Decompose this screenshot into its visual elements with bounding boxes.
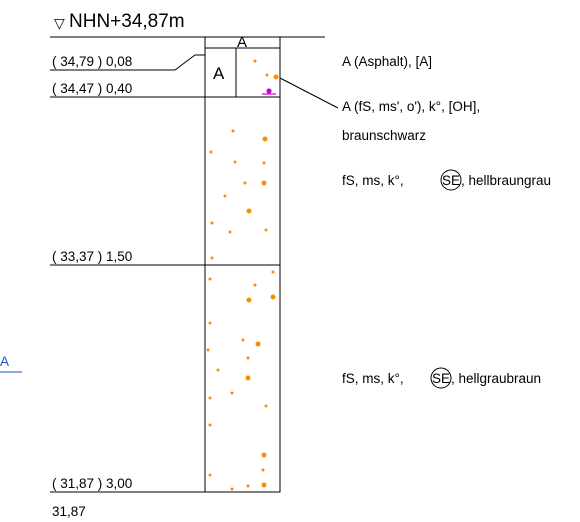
sand-dot: [246, 297, 252, 303]
sand-dot: [253, 283, 257, 287]
top-elevation: NHN+34,87m: [69, 11, 185, 32]
sand-dot: [270, 294, 276, 300]
sand-dot: [273, 74, 279, 80]
sand-dot: [233, 160, 237, 164]
desc-sand2-circle: SE: [432, 371, 451, 386]
sand-dot: [209, 150, 213, 154]
sand-dot: [262, 161, 266, 165]
sand-dot: [208, 473, 212, 477]
depth-label-4: ( 31,87 ) 3,00: [52, 476, 133, 491]
asphalt-symbol-top: A: [237, 34, 248, 51]
sand-dot: [253, 59, 257, 63]
sand-dot: [208, 396, 212, 400]
desc-fill-line1: A (fS, ms', o'), k°, [OH],: [342, 99, 481, 114]
sand-dot: [271, 270, 275, 274]
side-marker-link[interactable]: A: [0, 354, 10, 369]
desc-sand1-circle: SE: [442, 173, 461, 188]
sand-dot: [210, 256, 214, 260]
desc-asphalt: A (Asphalt), [A]: [342, 54, 433, 69]
callout-line: [279, 77, 339, 109]
sand-dot: [230, 391, 234, 395]
se-circle-1: [440, 169, 462, 191]
sand-dot: [261, 468, 265, 472]
sand-dot: [210, 221, 214, 225]
sand-dot: [231, 129, 235, 133]
sand-dot: [208, 423, 212, 427]
sand-dot: [223, 194, 227, 198]
bottom-elevation: 31,87: [52, 504, 86, 519]
sand-dot: [261, 180, 267, 186]
asphalt-symbol-box: A: [213, 64, 225, 83]
sand-dot: [264, 228, 268, 232]
depth-label-3: ( 33,37 ) 1,50: [52, 249, 133, 264]
sand-dot: [241, 338, 245, 342]
desc-sand2-suffix: , hellgraubraun: [451, 371, 542, 386]
desc-fill-line2: braunschwarz: [342, 128, 427, 143]
sand-dot: [246, 208, 252, 214]
water-marker-dot: [266, 88, 272, 94]
sand-dot: [246, 484, 250, 488]
sand-dot: [216, 368, 220, 372]
sand-dots: [206, 59, 279, 491]
sand-dot: [262, 136, 268, 142]
sand-dot: [230, 487, 234, 491]
sand-dot: [246, 356, 250, 360]
se-circle-2: [430, 367, 452, 389]
depth-label-2: ( 34,47 ) 0,40: [52, 81, 133, 96]
sand-dot: [261, 482, 267, 488]
sand-dot: [208, 277, 212, 281]
depth-label-1: ( 34,79 ) 0,08: [52, 54, 133, 69]
sand-dot: [245, 375, 251, 381]
sand-dot: [261, 452, 267, 458]
leader-line-1-diag: [174, 54, 196, 71]
sand-dot: [206, 348, 210, 352]
level-symbol: ▽: [54, 15, 65, 31]
sand-dot: [264, 404, 268, 408]
desc-sand1-prefix: fS, ms, k°,: [342, 173, 404, 188]
sand-dot: [208, 321, 212, 325]
sand-dot: [228, 230, 232, 234]
desc-sand2-prefix: fS, ms, k°,: [342, 371, 404, 386]
desc-sand1-suffix: , hellbraungrau: [461, 173, 552, 188]
sand-dot: [255, 341, 261, 347]
sand-dot: [243, 181, 247, 185]
sand-dot: [265, 73, 269, 77]
